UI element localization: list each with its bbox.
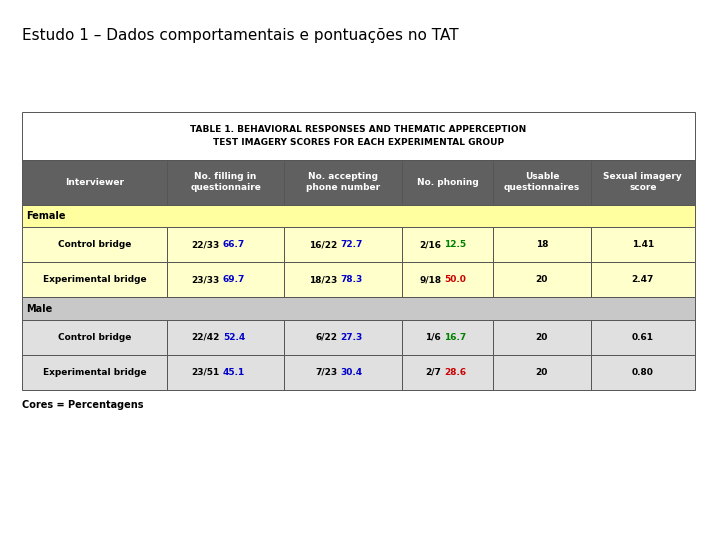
Bar [590, 160, 695, 205]
Text: Female: Female [26, 211, 66, 221]
Bar [167, 227, 284, 262]
Bar [284, 262, 402, 298]
Bar [167, 355, 284, 390]
Text: 20: 20 [536, 275, 548, 284]
Bar [590, 262, 695, 298]
Bar [402, 262, 493, 298]
Bar [22, 160, 167, 205]
Bar [493, 160, 590, 205]
Text: 2.47: 2.47 [631, 275, 654, 284]
Text: Experimental bridge: Experimental bridge [42, 368, 146, 377]
Bar [22, 298, 695, 320]
Bar [22, 320, 167, 355]
Bar [402, 320, 493, 355]
Bar [22, 227, 167, 262]
Text: 7/23: 7/23 [315, 368, 338, 377]
Bar [22, 112, 695, 160]
Text: No. accepting
phone number: No. accepting phone number [306, 172, 380, 192]
Bar [284, 227, 402, 262]
Bar [402, 355, 493, 390]
Text: Control bridge: Control bridge [58, 240, 131, 249]
Text: Control bridge: Control bridge [58, 333, 131, 342]
Text: 23/33: 23/33 [192, 275, 220, 284]
Bar [493, 227, 590, 262]
Text: 1/6: 1/6 [426, 333, 441, 342]
Text: Male: Male [26, 303, 53, 314]
Text: 0.80: 0.80 [632, 368, 654, 377]
Bar [167, 320, 284, 355]
Text: 66.7: 66.7 [223, 240, 245, 249]
Bar [493, 355, 590, 390]
Bar [22, 355, 167, 390]
Bar [402, 160, 493, 205]
Text: 22/42: 22/42 [192, 333, 220, 342]
Text: Estudo 1 – Dados comportamentais e pontuações no TAT: Estudo 1 – Dados comportamentais e pontu… [22, 28, 459, 43]
Bar [22, 205, 695, 227]
Bar [493, 262, 590, 298]
Bar [590, 355, 695, 390]
Text: Sexual imagery
score: Sexual imagery score [603, 172, 683, 192]
Bar [284, 355, 402, 390]
Text: 20: 20 [536, 333, 548, 342]
Text: 9/18: 9/18 [419, 275, 441, 284]
Text: 78.3: 78.3 [341, 275, 363, 284]
Bar [590, 320, 695, 355]
Text: 2/16: 2/16 [419, 240, 441, 249]
Bar [402, 227, 493, 262]
Text: 18: 18 [536, 240, 548, 249]
Text: Interviewer: Interviewer [65, 178, 124, 187]
Bar [590, 227, 695, 262]
Text: 1.41: 1.41 [631, 240, 654, 249]
Text: 23/51: 23/51 [192, 368, 220, 377]
Text: 52.4: 52.4 [223, 333, 245, 342]
Text: Experimental bridge: Experimental bridge [42, 275, 146, 284]
Text: 12.5: 12.5 [444, 240, 467, 249]
Bar [493, 320, 590, 355]
Text: Cores = Percentagens: Cores = Percentagens [22, 400, 143, 410]
Bar [22, 262, 167, 298]
Text: 18/23: 18/23 [310, 275, 338, 284]
Bar [284, 320, 402, 355]
Text: Usable
questionnaires: Usable questionnaires [504, 172, 580, 192]
Text: 0.61: 0.61 [632, 333, 654, 342]
Bar [284, 160, 402, 205]
Text: 28.6: 28.6 [444, 368, 467, 377]
Text: 16/22: 16/22 [310, 240, 338, 249]
Text: 16.7: 16.7 [444, 333, 467, 342]
Text: 2/7: 2/7 [426, 368, 441, 377]
Text: No. phoning: No. phoning [417, 178, 479, 187]
Text: 45.1: 45.1 [223, 368, 245, 377]
Bar [167, 160, 284, 205]
Text: 72.7: 72.7 [341, 240, 363, 249]
Text: 27.3: 27.3 [341, 333, 363, 342]
Text: 69.7: 69.7 [223, 275, 246, 284]
Text: TABLE 1. BEHAVIORAL RESPONSES AND THEMATIC APPERCEPTION
TEST IMAGERY SCORES FOR : TABLE 1. BEHAVIORAL RESPONSES AND THEMAT… [190, 125, 526, 147]
Bar [167, 262, 284, 298]
Text: 50.0: 50.0 [444, 275, 466, 284]
Text: 30.4: 30.4 [341, 368, 363, 377]
Text: 20: 20 [536, 368, 548, 377]
Text: No. filling in
questionnaire: No. filling in questionnaire [190, 172, 261, 192]
Text: 6/22: 6/22 [315, 333, 338, 342]
Text: 22/33: 22/33 [192, 240, 220, 249]
